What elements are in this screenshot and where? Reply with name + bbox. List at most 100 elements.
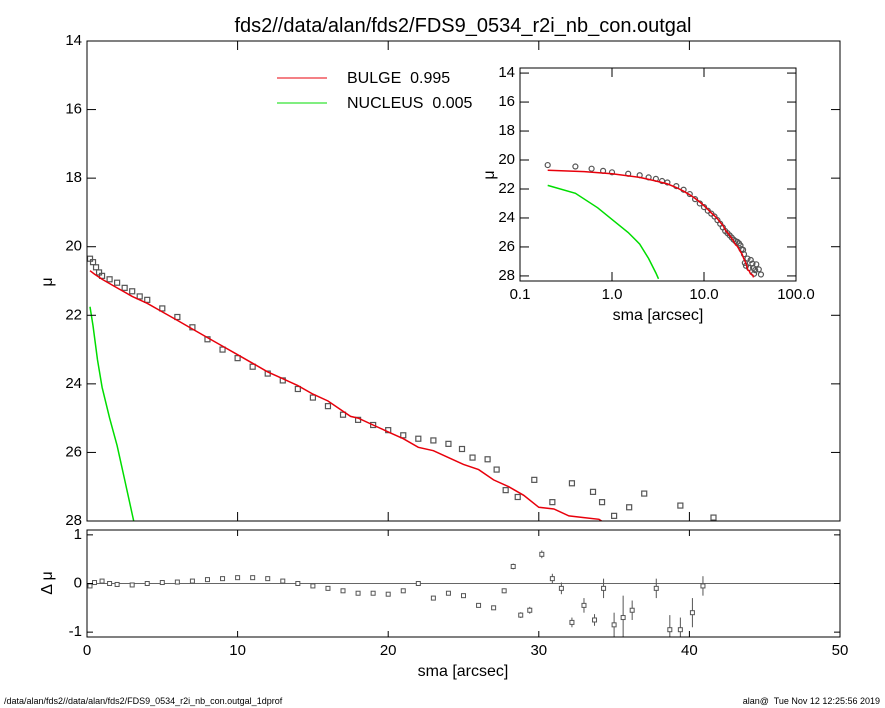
data-point <box>626 504 633 511</box>
x-tick-label: 100.0 <box>777 286 815 303</box>
residual-point <box>518 612 524 618</box>
data-point <box>309 394 316 401</box>
residual-point <box>159 580 165 586</box>
residual-point <box>653 585 659 591</box>
data-point <box>737 242 744 249</box>
data-point <box>294 385 301 393</box>
residual-point <box>430 595 436 601</box>
data-point <box>608 169 616 176</box>
data-point <box>98 272 106 279</box>
y-tick-label: 22 <box>65 306 82 323</box>
residual-point <box>510 563 516 569</box>
data-point <box>121 284 128 291</box>
residual-point <box>220 576 226 582</box>
data-point <box>493 466 500 473</box>
y-tick-label: -1 <box>69 623 82 640</box>
y-tick-label: 0 <box>74 574 82 591</box>
legend-label: NUCLEUS 0.005 <box>347 95 472 112</box>
plot-area <box>544 161 765 280</box>
data-point <box>469 454 476 461</box>
plot-area <box>87 550 706 637</box>
data-point <box>92 264 100 271</box>
residual-point <box>581 602 587 608</box>
data-point <box>159 305 166 312</box>
y-tick-label: 20 <box>65 238 82 255</box>
data-point <box>531 476 538 483</box>
data-point <box>744 255 751 262</box>
residual-point <box>325 585 331 591</box>
footer-left: /data/alan/fds2//data/alan/fds2/FDS9_053… <box>4 696 283 706</box>
y-tick-label: 28 <box>65 512 82 529</box>
data-point <box>568 480 576 487</box>
data-point <box>677 502 684 509</box>
profile-line <box>89 270 603 521</box>
plot-frame <box>519 67 797 282</box>
residual-point <box>415 581 421 586</box>
data-point <box>234 355 241 362</box>
inset-x-axis-label: sma [arcsec] <box>613 307 704 324</box>
data-point <box>129 288 136 295</box>
residual-point <box>501 588 507 594</box>
residual-point <box>114 581 120 587</box>
residual-point <box>99 578 105 584</box>
data-point <box>484 456 491 463</box>
data-point <box>514 493 521 501</box>
data-point <box>598 499 606 506</box>
residual-point <box>700 583 706 589</box>
residual-point <box>558 585 564 591</box>
residual-point <box>569 619 575 625</box>
data-point <box>549 499 556 506</box>
y-tick-label: 24 <box>498 209 515 226</box>
y-tick-label: 16 <box>65 101 82 118</box>
data-point <box>400 432 407 439</box>
residual-point <box>629 607 635 613</box>
residual-point <box>129 582 135 588</box>
data-point <box>219 346 226 353</box>
data-point <box>324 403 332 410</box>
footer-right: alan@ Tue Nov 12 12:25:56 2019 <box>743 696 880 706</box>
legend-label: BULGE 0.995 <box>347 70 450 87</box>
data-point <box>664 179 671 186</box>
residual-point <box>370 590 376 596</box>
y-axis-label: Δ μ <box>39 571 56 594</box>
residual-point <box>235 575 241 581</box>
residual-point <box>677 627 683 633</box>
residual-point <box>527 607 533 613</box>
y-tick-label: 1 <box>74 526 82 543</box>
data-point <box>174 313 181 321</box>
residual-point <box>265 576 271 582</box>
residual-point <box>310 583 316 589</box>
plot-area <box>87 255 717 521</box>
residual-point <box>107 581 113 586</box>
data-point <box>502 487 509 494</box>
data-point <box>445 440 452 447</box>
inset-y-axis-label: μ <box>481 170 498 179</box>
residual-point <box>280 578 286 584</box>
residual-point <box>92 580 98 586</box>
residual-point <box>355 590 361 596</box>
data-point <box>691 196 699 203</box>
x-tick-label: 20 <box>380 642 397 659</box>
y-tick-label: 26 <box>65 443 82 460</box>
x-tick-label: 50 <box>832 642 849 659</box>
residual-point <box>667 627 673 633</box>
data-point <box>641 490 648 497</box>
data-point <box>711 213 718 220</box>
residual-point <box>461 593 466 599</box>
profile-line <box>89 306 135 521</box>
data-point <box>249 363 256 370</box>
residual-point <box>174 579 180 585</box>
residual-point <box>549 576 555 582</box>
data-point <box>106 276 113 283</box>
residual-point <box>689 610 695 616</box>
data-point <box>458 445 466 453</box>
data-point <box>610 512 618 519</box>
residual-point <box>445 590 451 596</box>
residual-point <box>250 575 256 581</box>
residual-point <box>144 581 150 586</box>
profile-line <box>547 184 660 280</box>
profile-line <box>547 169 755 278</box>
chart-title: fds2//data/alan/fds2/FDS9_0534_r2i_nb_co… <box>234 15 691 37</box>
y-tick-label: 14 <box>498 64 515 81</box>
